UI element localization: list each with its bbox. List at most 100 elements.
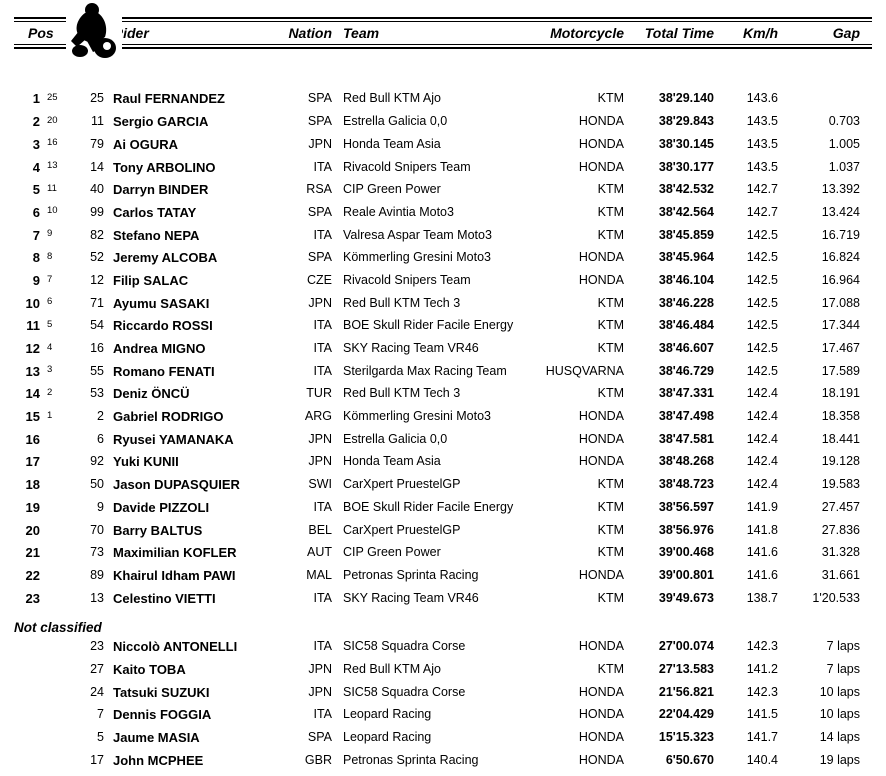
pos-cell: 4 <box>32 159 40 175</box>
total-time-cell: 39'00.801 <box>658 567 714 582</box>
motorcycle-cell: KTM <box>597 204 624 219</box>
team-cell: Kömmerling Gresini Moto3 <box>343 409 491 424</box>
total-time-cell: 38'46.484 <box>658 318 714 333</box>
col-header-total-time: Total Time <box>644 25 714 41</box>
team-cell: Red Bull KTM Ajo <box>343 91 441 106</box>
gap-cell: 18.191 <box>821 386 860 401</box>
table-row: 3 16 79 Ai OGURA JPN Honda Team Asia HON… <box>14 133 872 156</box>
motorcycle-cell: KTM <box>597 318 624 333</box>
team-cell: Petronas Sprinta Racing <box>343 567 479 582</box>
total-time-cell: 38'48.268 <box>658 454 714 469</box>
total-time-cell: 38'47.498 <box>658 409 714 424</box>
team-cell: Red Bull KTM Ajo <box>343 661 441 676</box>
gap-cell: 18.358 <box>821 409 860 424</box>
gap-cell: 10 laps <box>819 684 860 699</box>
team-cell: Petronas Sprinta Racing <box>343 752 479 767</box>
pos-cell <box>14 749 40 772</box>
points-cell: 3 <box>47 364 53 376</box>
rider-cell: Ayumu SASAKI <box>113 295 210 311</box>
table-row: 23 Niccolò ANTONELLI ITA SIC58 Squadra C… <box>14 636 872 659</box>
number-cell: 7 <box>97 707 104 722</box>
number-cell: 71 <box>90 295 104 310</box>
rider-cell: Stefano NEPA <box>113 227 200 243</box>
table-row: 8 8 52 Jeremy ALCOBA SPA Kömmerling Gres… <box>14 247 872 270</box>
points-cell: 4 <box>47 341 53 353</box>
kmh-cell: 142.5 <box>746 363 778 378</box>
team-cell: Estrella Galicia 0,0 <box>343 431 448 446</box>
pos-cell: 6 <box>32 204 40 220</box>
points-cell: 10 <box>47 205 58 217</box>
rider-cell: Jaume MASIA <box>113 730 200 746</box>
kmh-cell: 142.5 <box>746 272 778 287</box>
table-row: 16 6 Ryusei YAMANAKA JPN Estrella Galici… <box>14 428 872 451</box>
number-cell: 40 <box>90 182 104 197</box>
header-rule <box>14 47 872 49</box>
motorcycle-cell: HONDA <box>578 136 624 151</box>
motorcycle-cell: KTM <box>597 661 624 676</box>
gap-cell: 13.424 <box>821 204 860 219</box>
not-classified-results: 23 Niccolò ANTONELLI ITA SIC58 Squadra C… <box>14 636 872 776</box>
motorcycle-cell: HONDA <box>578 272 624 287</box>
pos-cell: 13 <box>25 363 40 379</box>
col-header-team: Team <box>343 25 380 41</box>
table-row: 5 Jaume MASIA SPA Leopard Racing HONDA 1… <box>14 727 872 750</box>
motorcycle-cell: KTM <box>597 295 624 310</box>
kmh-cell: 142.7 <box>746 182 778 197</box>
rider-cell: Tatsuki SUZUKI <box>113 684 210 700</box>
nation-cell: TUR <box>306 386 332 401</box>
table-row: 11 5 54 Riccardo ROSSI ITA BOE Skull Rid… <box>14 315 872 338</box>
pos-cell: 19 <box>25 499 40 515</box>
kmh-cell: 142.7 <box>746 204 778 219</box>
team-cell: CarXpert PruestelGP <box>343 522 461 537</box>
points-cell <box>40 772 64 776</box>
nation-cell: ITA <box>313 639 332 654</box>
rider-cell: Deniz ÖNCÜ <box>113 386 190 402</box>
motorcycle-cell: KTM <box>597 227 624 242</box>
pos-cell <box>14 727 40 750</box>
number-cell: 52 <box>90 250 104 265</box>
table-row: 12 4 16 Andrea MIGNO ITA SKY Racing Team… <box>14 338 872 361</box>
nation-cell: JPN <box>308 295 332 310</box>
points-cell: 7 <box>47 273 53 285</box>
team-cell: SKY Racing Team VR46 <box>343 590 479 605</box>
kmh-cell: 141.6 <box>746 545 778 560</box>
table-row: 15 1 2 Gabriel RODRIGO ARG Kömmerling Gr… <box>14 406 872 429</box>
gap-cell: 27.457 <box>821 499 860 514</box>
gap-cell: 18.441 <box>821 431 860 446</box>
kmh-cell: 142.4 <box>746 454 778 469</box>
nation-cell: ARG <box>304 409 332 424</box>
team-cell: SIC58 Squadra Corse <box>343 639 466 654</box>
total-time-cell: 38'30.177 <box>658 159 714 174</box>
team-cell: CIP Green Power <box>343 182 441 197</box>
total-time-cell: 38'45.964 <box>658 250 714 265</box>
classified-results: 1 25 25 Raul FERNANDEZ SPA Red Bull KTM … <box>14 88 872 610</box>
rider-cell: Filip SALAC <box>113 272 189 288</box>
kmh-cell: 142.5 <box>746 227 778 242</box>
total-time-cell: 6'50.670 <box>665 752 714 767</box>
team-cell: Honda Team Asia <box>343 454 441 469</box>
nation-cell: SWI <box>308 477 332 492</box>
kmh-cell: 138.7 <box>746 590 778 605</box>
kmh-cell: 142.5 <box>746 318 778 333</box>
total-time-cell: 21'56.821 <box>658 684 714 699</box>
gap-cell: 0.703 <box>828 114 860 129</box>
rider-cell: John MCPHEE <box>113 752 204 768</box>
total-time-cell: 27'00.074 <box>658 639 714 654</box>
rider-cell: Sergio GARCIA <box>113 114 209 130</box>
rider-cell: Ai OGURA <box>113 136 178 152</box>
points-cell: 6 <box>47 296 53 308</box>
gap-cell: 17.589 <box>821 363 860 378</box>
motorcycle-cell: HONDA <box>578 639 624 654</box>
kmh-cell: 142.3 <box>746 639 778 654</box>
table-row: 10 6 71 Ayumu SASAKI JPN Red Bull KTM Te… <box>14 292 872 315</box>
total-time-cell: 22'04.429 <box>658 707 714 722</box>
rider-cell: Davide PIZZOLI <box>113 499 210 515</box>
number-cell: 5 <box>97 730 104 745</box>
nation-cell: ITA <box>313 159 332 174</box>
points-cell <box>40 704 64 727</box>
team-cell: Reale Avintia Moto3 <box>343 204 454 219</box>
points-cell: 25 <box>47 92 58 103</box>
total-time-cell: 38'56.597 <box>658 499 714 514</box>
nation-cell: SPA <box>307 250 332 265</box>
motorcycle-cell: HONDA <box>578 114 624 129</box>
